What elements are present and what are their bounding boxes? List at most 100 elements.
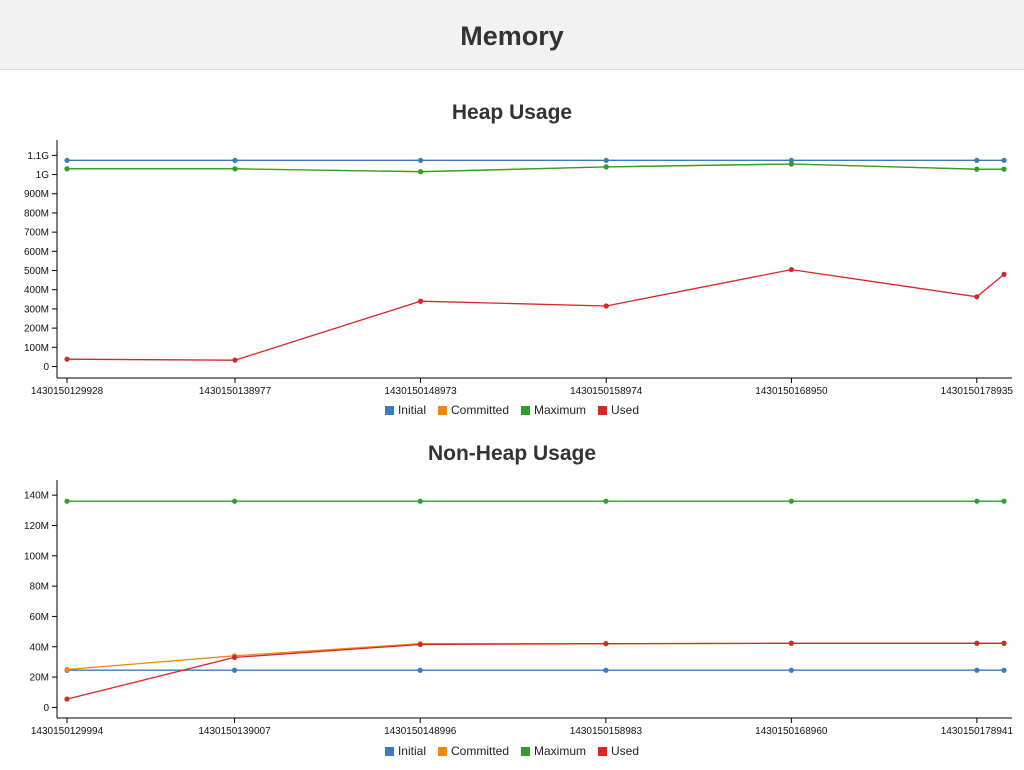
x-tick-label: 1430150139007 — [198, 726, 271, 737]
legend-item-committed: Committed — [437, 744, 509, 758]
data-point-maximum — [64, 498, 70, 504]
data-point-initial — [417, 667, 423, 673]
data-point-used — [1001, 271, 1007, 277]
data-point-maximum — [64, 166, 70, 172]
legend-label: Used — [611, 744, 640, 758]
data-point-maximum — [974, 166, 980, 172]
series-line-maximum — [67, 163, 1004, 173]
x-tick-label: 1430150129994 — [31, 726, 104, 737]
data-point-initial — [603, 667, 609, 673]
y-tick-label: 600M — [24, 247, 49, 258]
series-maximum — [64, 498, 1007, 504]
series-committed — [64, 640, 1007, 673]
data-point-used — [417, 641, 423, 648]
legend-item-maximum: Maximum — [521, 744, 586, 758]
data-point-used — [232, 357, 238, 363]
series-line-used — [66, 642, 1004, 700]
data-point-maximum — [788, 498, 794, 504]
data-point-maximum — [417, 169, 424, 175]
nonheap-chart-title: Non-Heap Usage — [427, 442, 597, 465]
legend-swatch — [384, 746, 394, 756]
x-tick-label: 1430150148973 — [384, 386, 457, 397]
series-committed — [64, 161, 1007, 175]
x-tick-label: 1430150168950 — [755, 386, 828, 397]
data-point-maximum — [417, 498, 423, 504]
data-point-maximum — [603, 498, 609, 504]
nonheap-usage-chart: 0 20M 40M 60M 80M 100M 120M 140M 1430150129994 14… — [24, 480, 1013, 737]
x-tick-label: 1430150168960 — [755, 726, 828, 737]
legend-label: Initial — [397, 403, 426, 417]
legend-item-maximum: Maximum — [521, 403, 586, 417]
y-tick-label: 400M — [24, 285, 49, 296]
legend-swatch — [521, 746, 530, 756]
y-tick-label: 1G — [36, 170, 50, 181]
data-point-initial — [603, 157, 609, 163]
legend-swatch — [598, 746, 608, 756]
y-tick-label: 900M — [24, 189, 49, 200]
data-point-initial — [417, 157, 424, 163]
legend-label: Committed — [450, 744, 509, 758]
series-initial — [64, 667, 1007, 673]
data-point-initial — [231, 667, 238, 673]
data-point-committed — [64, 666, 70, 673]
legend-swatch — [521, 405, 530, 415]
data-point-initial — [788, 157, 795, 163]
legend-swatch — [437, 746, 447, 756]
data-point-used — [231, 654, 238, 660]
legend-swatch — [598, 405, 608, 415]
axes: 0 20M 40M 60M 80M 100M 120M 140M 1430150129994 14… — [24, 480, 1013, 737]
data-point-maximum — [1001, 498, 1007, 504]
legend-label: Maximum — [534, 403, 587, 417]
data-point-used — [64, 356, 70, 362]
data-point-initial — [1001, 667, 1007, 673]
data-point-maximum — [603, 164, 609, 170]
data-point-initial — [64, 157, 70, 163]
data-point-used — [788, 266, 795, 273]
y-tick-label: 100M — [24, 343, 49, 354]
legend-label: Maximum — [534, 744, 587, 758]
data-point-maximum — [232, 166, 238, 172]
data-point-used — [64, 696, 70, 702]
x-tick-label: 1430150129928 — [31, 386, 104, 397]
series-line-committed — [67, 163, 1004, 173]
legend-item-initial: Initial — [384, 403, 426, 417]
y-tick-label: 20M — [30, 673, 49, 684]
page-title: Memory — [460, 21, 564, 51]
y-tick-label: 60M — [30, 612, 49, 623]
y-tick-label: 120M — [24, 521, 49, 532]
x-tick-label: 1430150178941 — [941, 726, 1014, 737]
legend-item-initial: Initial — [384, 744, 426, 758]
data-point-maximum — [974, 498, 980, 504]
heap-chart-title: Heap Usage — [451, 101, 573, 124]
y-tick-label: 40M — [30, 642, 49, 653]
y-tick-label: 1.1G — [27, 151, 49, 162]
legend-item-used: Used — [598, 744, 639, 758]
y-tick-label: 80M — [30, 582, 49, 593]
data-point-used — [1001, 640, 1007, 646]
series-line-used — [66, 268, 1005, 361]
data-point-initial — [232, 157, 238, 163]
data-point-used — [788, 640, 794, 646]
y-tick-label: 0 — [43, 362, 49, 373]
y-tick-label: 100M — [24, 551, 49, 562]
data-point-maximum — [788, 161, 795, 167]
series-used — [64, 640, 1007, 702]
data-point-initial — [788, 667, 794, 673]
x-tick-label: 1430150158983 — [570, 726, 643, 737]
legend-label: Initial — [397, 744, 426, 758]
series-initial — [64, 157, 1007, 163]
legend-swatch — [384, 405, 394, 415]
heap-legend: Initial Committed Maximum Used — [0, 403, 1024, 417]
x-tick-label: 1430150178935 — [941, 386, 1014, 397]
y-tick-label: 800M — [24, 208, 49, 219]
legend-item-used: Used — [598, 403, 639, 417]
axes: 0 100M 200M 300M 400M 500M 600M 700M 800M 900M 1G 1… — [24, 140, 1013, 397]
y-tick-label: 700M — [24, 228, 49, 239]
legend-label: Used — [611, 403, 640, 417]
data-point-initial — [974, 157, 980, 163]
legend-swatch — [437, 405, 447, 415]
data-point-maximum — [1001, 166, 1007, 172]
data-point-used — [417, 298, 424, 304]
x-tick-label: 1430150138977 — [199, 386, 272, 397]
data-point-used — [603, 303, 609, 309]
